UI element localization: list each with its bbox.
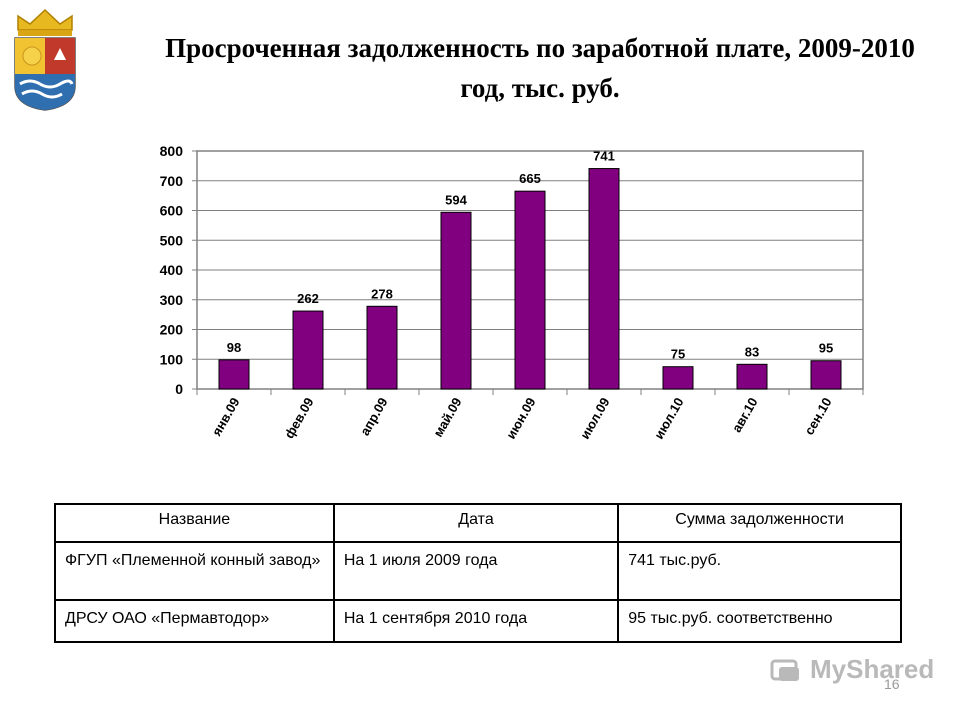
myshared-logo-icon bbox=[770, 659, 799, 681]
y-tick-label: 200 bbox=[160, 322, 184, 338]
y-tick-label: 100 bbox=[160, 351, 184, 367]
data-label: 75 bbox=[671, 347, 685, 362]
y-tick-label: 800 bbox=[160, 143, 184, 159]
x-tick-label: май.09 bbox=[430, 395, 464, 440]
y-tick-label: 500 bbox=[160, 232, 184, 248]
cell-date: На 1 сентября 2010 года bbox=[332, 599, 620, 643]
bar bbox=[366, 305, 398, 390]
data-label: 83 bbox=[745, 344, 759, 359]
x-tick-label: авг.10 bbox=[729, 395, 761, 435]
x-tick-label: июл.10 bbox=[651, 395, 687, 442]
bar bbox=[292, 310, 324, 390]
header-name: Название bbox=[54, 503, 335, 543]
cell-name: ДРСУ ОАО «Пермавтодор» bbox=[54, 599, 335, 643]
cell-name: ФГУП «Племенной конный завод» bbox=[54, 541, 335, 601]
x-tick-label: фев.09 bbox=[281, 395, 316, 441]
bar bbox=[514, 190, 546, 390]
bar bbox=[810, 360, 842, 390]
bar bbox=[218, 359, 250, 390]
bar-chart: 0 100 200 300 400 500 600 700 800 98 262 278 594 665… bbox=[160, 143, 864, 442]
debt-table: Название Дата Сумма задолженности ФГУП «… bbox=[54, 503, 902, 643]
x-axis: янв.09 фев.09 апр.09 май.09 июн.09 июл.09 июл.… bbox=[196, 389, 864, 442]
cell-amount: 95 тыс.руб. соответственно bbox=[617, 599, 902, 643]
bar bbox=[440, 211, 472, 390]
x-tick-label: апр.09 bbox=[357, 395, 391, 438]
data-labels: 98 262 278 594 665 741 75 83 95 bbox=[227, 149, 833, 362]
myshared-watermark: MyShared bbox=[770, 654, 934, 685]
header-amount: Сумма задолженности bbox=[617, 503, 902, 543]
bar bbox=[588, 168, 620, 390]
y-tick-label: 300 bbox=[160, 292, 184, 308]
table-row: ДРСУ ОАО «Пермавтодор» На 1 сентября 201… bbox=[54, 599, 902, 643]
data-label: 594 bbox=[445, 192, 467, 207]
cell-date: На 1 июля 2009 года bbox=[332, 541, 620, 601]
cell-amount: 741 тыс.руб. bbox=[617, 541, 902, 601]
data-label: 665 bbox=[519, 171, 541, 186]
y-tick-label: 400 bbox=[160, 262, 184, 278]
y-tick-label: 0 bbox=[175, 381, 183, 397]
x-tick-label: янв.09 bbox=[209, 395, 243, 438]
y-tick-label: 600 bbox=[160, 203, 184, 219]
data-label: 741 bbox=[593, 149, 615, 164]
y-axis: 0 100 200 300 400 500 600 700 800 bbox=[160, 143, 197, 397]
data-label: 95 bbox=[819, 341, 833, 356]
bars bbox=[218, 168, 842, 390]
y-tick-label: 700 bbox=[160, 173, 184, 189]
x-tick-label: июн.09 bbox=[503, 395, 539, 441]
bar bbox=[662, 366, 694, 390]
page-number: 16 bbox=[884, 676, 900, 692]
data-label: 278 bbox=[371, 286, 393, 301]
bar bbox=[736, 363, 768, 390]
coat-of-arms-icon bbox=[14, 8, 76, 111]
slide-title: Просроченная задолженность по заработной… bbox=[165, 33, 915, 103]
x-tick-label: июл.09 bbox=[577, 395, 613, 442]
data-label: 98 bbox=[227, 340, 241, 355]
table-row: ФГУП «Племенной конный завод» На 1 июля … bbox=[54, 541, 902, 601]
table-header-row: Название Дата Сумма задолженности bbox=[54, 503, 902, 543]
header-date: Дата bbox=[332, 503, 620, 543]
data-label: 262 bbox=[297, 291, 319, 306]
watermark-text: MyShared bbox=[810, 654, 935, 684]
x-tick-label: сен.10 bbox=[801, 395, 834, 437]
